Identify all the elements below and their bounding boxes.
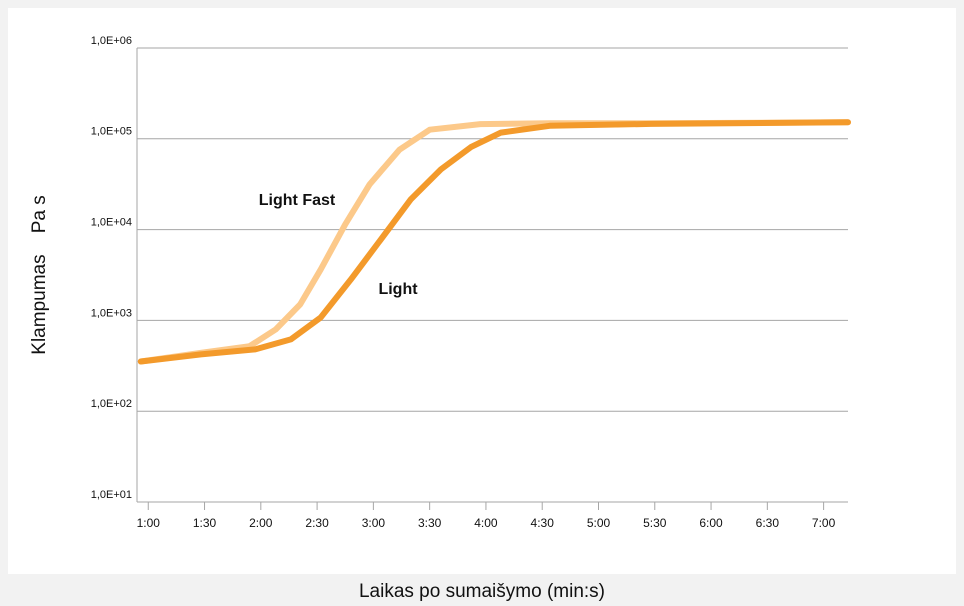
y-axis-label: Klampumas Pa s	[29, 195, 50, 354]
x-axis-label: Laikas po sumaišymo (min:s)	[359, 581, 605, 602]
plot-panel	[8, 8, 956, 574]
annotation: Light Fast	[259, 192, 336, 209]
x-tick-label: 2:30	[305, 516, 329, 530]
y-tick-label: 1,0E+02	[91, 398, 132, 410]
x-tick-label: 2:00	[249, 516, 273, 530]
x-tick-label: 7:00	[812, 516, 836, 530]
x-tick-label: 6:30	[756, 516, 780, 530]
x-tick-label: 5:30	[643, 516, 667, 530]
y-tick-label: 1,0E+03	[91, 307, 132, 319]
x-tick-label: 5:00	[587, 516, 611, 530]
x-tick-label: 3:00	[362, 516, 386, 530]
line-series	[137, 119, 851, 365]
y-tick-label: 1,0E+01	[91, 489, 132, 501]
x-tick-label: 3:30	[418, 516, 442, 530]
x-tick-label: 1:00	[137, 516, 161, 530]
x-tick-label: 4:00	[474, 516, 498, 530]
line-series	[137, 119, 851, 365]
x-tick-label: 1:30	[193, 516, 217, 530]
y-tick-label: 1,0E+05	[91, 126, 132, 138]
y-tick-label: 1,0E+06	[91, 35, 132, 47]
annotation: Light	[378, 281, 418, 298]
y-tick-label: 1,0E+04	[91, 217, 132, 229]
x-tick-label: 6:00	[699, 516, 723, 530]
x-tick-label: 4:30	[531, 516, 555, 530]
